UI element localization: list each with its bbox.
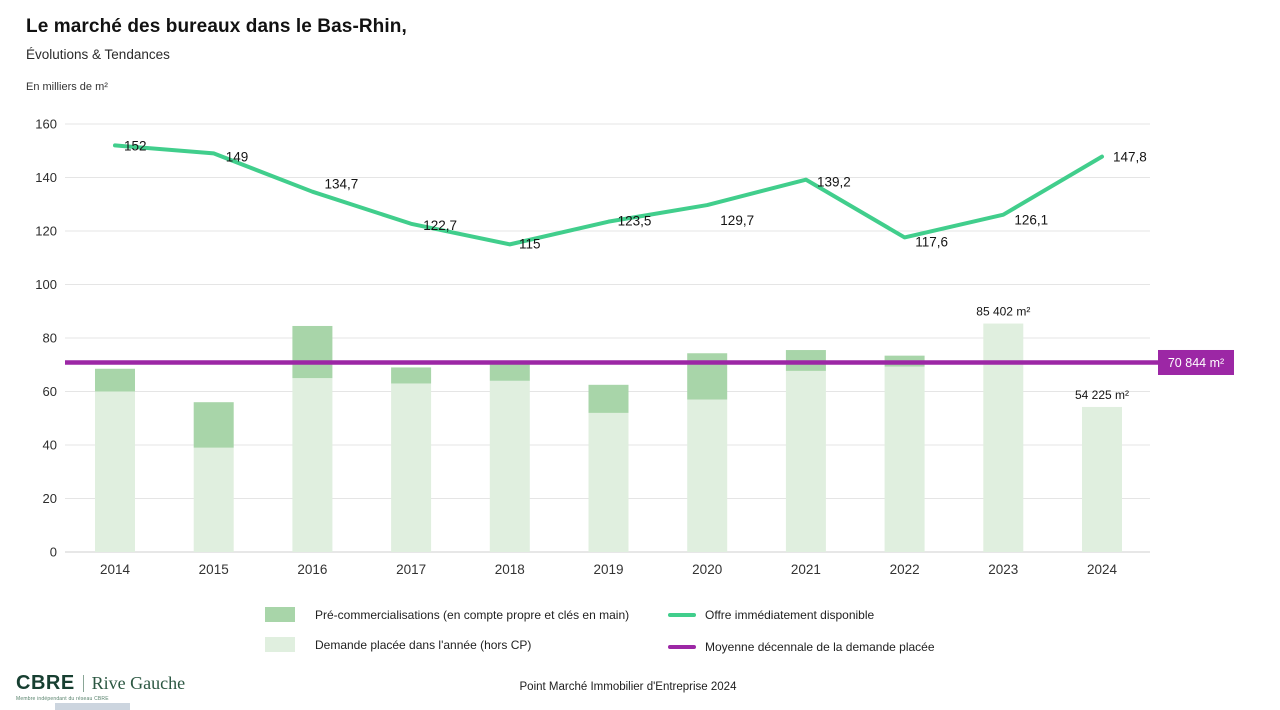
line-value-label: 126,1 (1014, 213, 1048, 228)
line-value-label: 117,6 (915, 234, 948, 249)
legend-item-offre-disponible: Offre immédiatement disponible (668, 607, 874, 622)
moyenne-decennale-value-box (1158, 349, 1234, 375)
svg-text:60: 60 (43, 384, 57, 399)
line-value-label: 123,5 (618, 214, 652, 229)
x-axis-year-label: 2020 (692, 562, 722, 577)
offre-disponible-line (113, 143, 1104, 247)
svg-text:160: 160 (35, 117, 57, 132)
svg-text:100: 100 (35, 277, 57, 292)
bar-demande-placee (1082, 406, 1122, 552)
line-value-label: 122,7 (423, 218, 457, 233)
bar-value-label: 54 225 m² (1075, 388, 1129, 402)
logo-tagline: Membre indépendant du réseau CBRE (16, 696, 109, 702)
cbre-wordmark: CBRE (16, 672, 75, 694)
line-value-labels: 152 149 134,7 122,7 115 123,5 129,7 139,2 117,6 1… (124, 138, 1147, 251)
precommercialisations-swatch (265, 607, 295, 622)
bar-demande-placee (292, 378, 333, 552)
x-axis-labels: 2014 2015 2016 2017 2018 2019 2020 2021 2022 2023… (100, 562, 1118, 577)
chart-canvas: 0 20 40 60 80 100 120 140 160 70 844 m² 152 149 134,… (35, 117, 1234, 577)
line-value-label: 152 (124, 138, 147, 153)
legend-label: Moyenne décennale de la demande placée (705, 639, 935, 654)
moyenne-decennale-value: 70 844 m² (1168, 356, 1224, 370)
bar-demande-placee (588, 412, 629, 552)
bar-demande-placee (884, 366, 925, 552)
logo-divider (82, 675, 84, 692)
line-value-label: 147,8 (1113, 150, 1147, 165)
bar-precommercialisation (193, 402, 234, 448)
bar-precommercialisation (489, 360, 530, 381)
line-value-label: 139,2 (817, 175, 851, 190)
legend-item-demande-placee: Demande placée dans l'année (hors CP) (265, 637, 531, 652)
x-axis-year-label: 2014 (100, 562, 131, 577)
line-value-label: 115 (519, 236, 541, 251)
svg-text:80: 80 (43, 331, 57, 346)
x-axis-year-label: 2021 (791, 562, 821, 577)
bar-annotations: 85 402 m² 54 225 m² (976, 305, 1129, 402)
bar-precommercialisation (588, 384, 629, 413)
bar-demande-placee (687, 399, 728, 552)
x-axis-year-label: 2024 (1087, 562, 1118, 577)
svg-text:120: 120 (35, 224, 57, 239)
line-value-label: 149 (226, 149, 249, 164)
offre-disponible-line-swatch (668, 612, 696, 617)
svg-text:40: 40 (43, 438, 57, 453)
demande-placee-swatch (265, 637, 295, 652)
svg-text:0: 0 (50, 545, 57, 560)
bar-value-label: 85 402 m² (976, 305, 1030, 319)
bar-demande-placee (391, 383, 432, 552)
line-value-label: 129,7 (720, 213, 754, 228)
report-caption: Point Marché Immobilier d'Entreprise 202… (519, 681, 737, 693)
legend-label: Demande placée dans l'année (hors CP) (315, 637, 532, 652)
bar-demande-placee (785, 370, 826, 552)
x-axis-year-label: 2015 (199, 562, 229, 577)
bar-demande-placee (983, 323, 1024, 552)
legend-item-moyenne-decennale: Moyenne décennale de la demande placée (668, 639, 935, 654)
axis-unit-label: En milliers de m² (26, 81, 108, 93)
bar-demande-placee (193, 447, 234, 552)
moyenne-decennale-line: 70 844 m² (65, 349, 1234, 375)
rive-gauche-wordmark: Rive Gauche (91, 673, 186, 693)
line-value-label: 134,7 (325, 177, 359, 192)
page-title: Le marché des bureaux dans le Bas-Rhin, (26, 16, 407, 37)
bar-demande-placee (489, 380, 530, 552)
legend-label: Offre immédiatement disponible (705, 607, 875, 622)
cropped-bottom-element (55, 703, 130, 710)
cbre-rive-gauche-logo: CBRE Rive Gauche Membre indépendant du r… (16, 672, 185, 702)
bar-precommercialisation (95, 368, 135, 392)
svg-text:20: 20 (43, 491, 57, 506)
legend-label: Pré-commercialisations (en compte propre… (315, 607, 630, 622)
bar-precommercialisation (687, 353, 728, 400)
page-subtitle: Évolutions & Tendances (26, 47, 170, 62)
x-axis-year-label: 2022 (890, 562, 920, 577)
x-axis-year-label: 2017 (396, 562, 426, 577)
x-axis-year-label: 2018 (495, 562, 525, 577)
x-axis-year-label: 2023 (988, 562, 1018, 577)
svg-text:140: 140 (35, 170, 57, 185)
x-axis-year-label: 2019 (593, 562, 623, 577)
stacked-bars (95, 323, 1122, 552)
bar-precommercialisation (391, 367, 432, 384)
x-axis-year-label: 2016 (297, 562, 327, 577)
bar-precommercialisation (292, 325, 333, 379)
bar-demande-placee (95, 391, 135, 552)
legend-item-precommercialisations: Pré-commercialisations (en compte propre… (265, 607, 629, 622)
moyenne-decennale-line-swatch (668, 644, 696, 649)
